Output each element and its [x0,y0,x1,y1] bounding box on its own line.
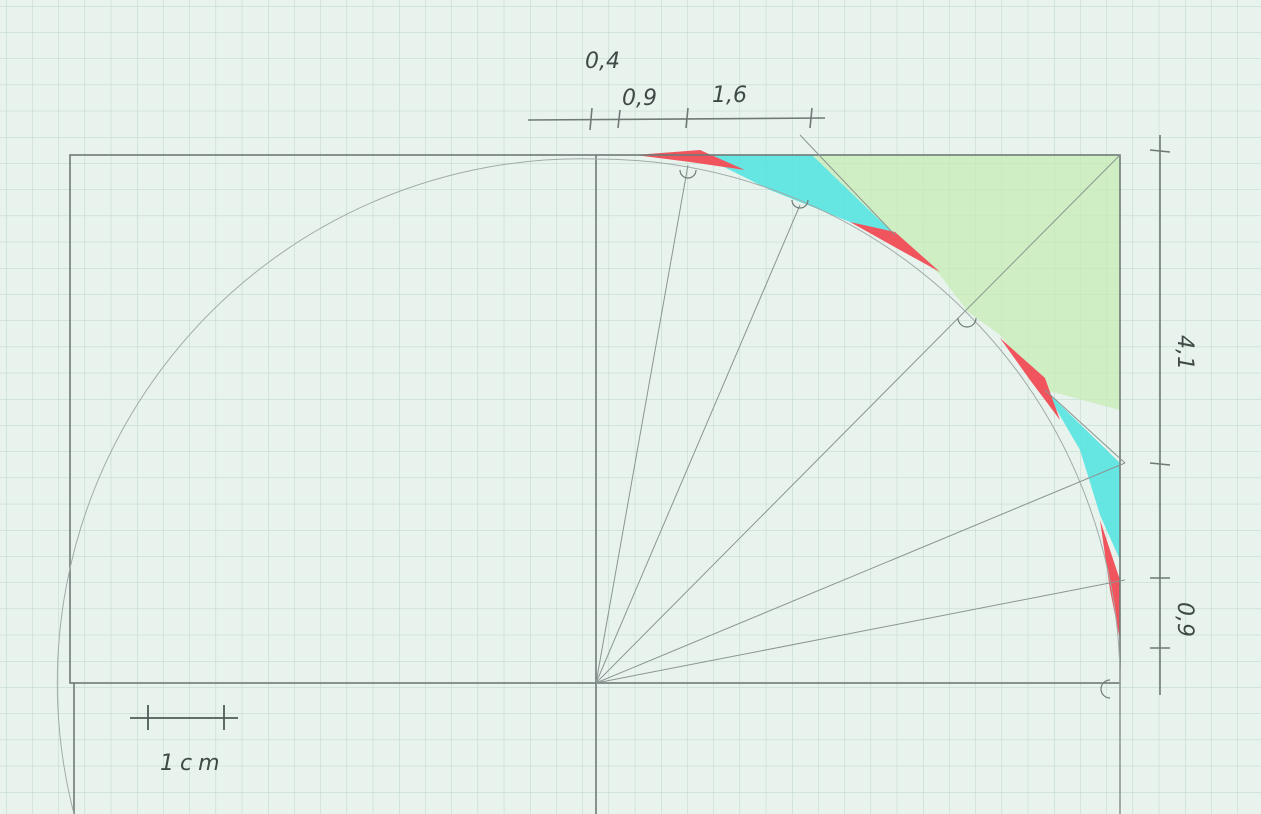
tangent-line-top [799,134,896,236]
ray-4 [595,462,1126,684]
right-angle-marker-1 [679,169,697,179]
outer-rectangle [69,154,1121,684]
label-0-9-right: 0,9 [1172,602,1197,637]
ray-2 [595,204,801,684]
right-angle-marker-3 [957,317,977,328]
red-sliver-middle [1000,338,1060,420]
label-1-6: 1,6 [712,83,747,108]
ray-diagonal [595,154,1121,684]
right-tick-a [1149,149,1171,153]
tangent-line-right [1044,389,1126,464]
cyan-triangle-right [1045,390,1120,560]
ray-1 [595,164,689,684]
label-0-9-top: 0,9 [622,86,657,111]
top-tick-d [809,107,813,129]
red-sliver-upper [850,222,940,272]
ray-5 [595,579,1126,684]
cyan-triangle-top [700,155,895,235]
top-dimension-line [527,117,826,121]
top-tick-a [589,107,593,131]
right-angle-marker-4 [1100,679,1111,699]
green-corner-region [812,155,1120,410]
circle-arc [56,158,1121,814]
label-scale-1cm: 1cm [160,751,226,776]
right-angle-marker-2 [791,199,809,209]
label-4-1: 4,1 [1172,335,1197,370]
top-tick-b [617,109,621,129]
right-tick-b [1149,462,1171,466]
label-0-4: 0,4 [585,49,620,74]
top-tick-c [685,107,689,129]
